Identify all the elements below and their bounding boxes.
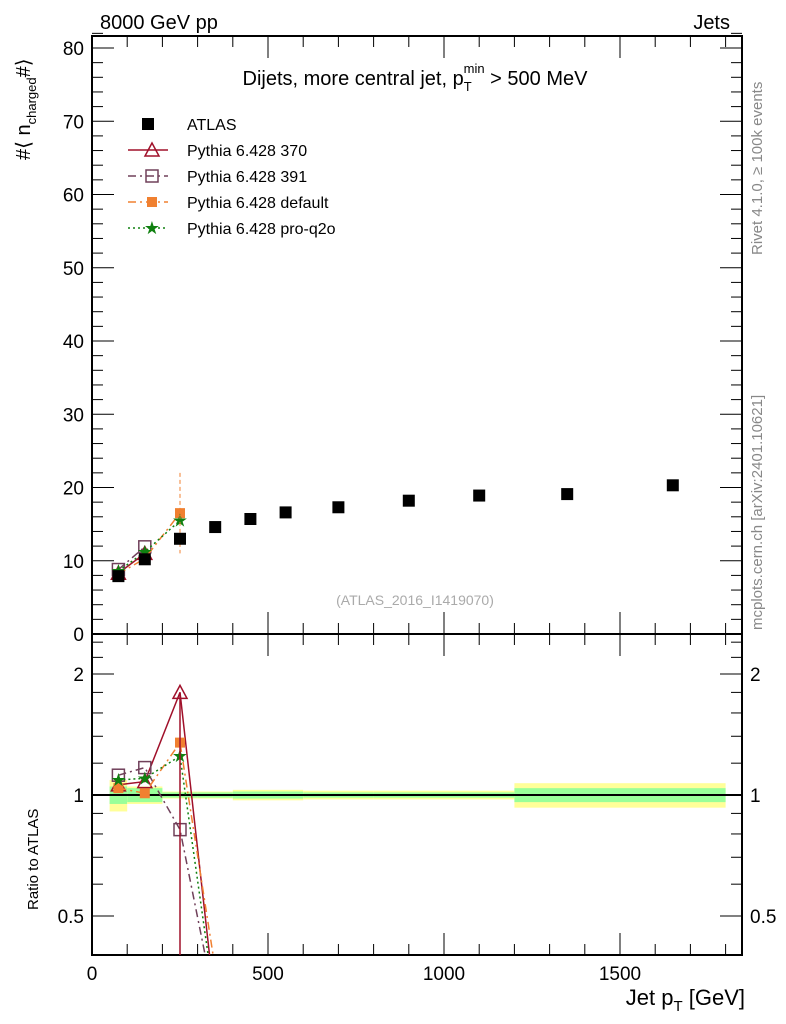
atlas-point bbox=[402, 494, 415, 507]
legend-marker bbox=[142, 118, 154, 130]
ratio-ylabel: Ratio to ATLAS bbox=[25, 809, 42, 910]
ytick-label: 40 bbox=[63, 332, 84, 353]
watermark: (ATLAS_2016_I1419070) bbox=[336, 592, 494, 608]
legend-label: Pythia 6.428 pro-q2o bbox=[187, 221, 336, 238]
main-ylabel: #⟨ ncharged#⟩ bbox=[13, 58, 39, 160]
header-right: Jets bbox=[693, 12, 730, 34]
atlas-point bbox=[332, 501, 345, 514]
legend-label: Pythia 6.428 default bbox=[187, 195, 329, 212]
ytick-label: 30 bbox=[63, 405, 84, 426]
atlas-point bbox=[666, 479, 679, 492]
legend-label: ATLAS bbox=[187, 117, 237, 134]
rivet-label: Rivet 4.1.0, ≥ 100k events bbox=[749, 82, 766, 255]
legend-marker: ★ bbox=[144, 218, 160, 238]
legend-label: Pythia 6.428 370 bbox=[187, 143, 307, 160]
ytick-label: 60 bbox=[63, 186, 84, 207]
atlas-point bbox=[473, 489, 486, 502]
ytick-label: 80 bbox=[63, 39, 84, 60]
ratio-ytick-label: 0.5 bbox=[750, 907, 776, 928]
xtick-label: 1500 bbox=[599, 964, 641, 985]
ytick-label: 50 bbox=[63, 259, 84, 280]
atlas-point bbox=[138, 553, 151, 566]
ratio-ytick-label: 0.5 bbox=[58, 907, 84, 928]
atlas-point bbox=[174, 532, 186, 545]
ytick-label: 10 bbox=[63, 552, 84, 573]
atlas-point bbox=[112, 570, 125, 583]
atlas-point bbox=[279, 506, 292, 519]
ytick-label: 70 bbox=[63, 112, 84, 133]
atlas-point bbox=[561, 488, 574, 501]
ytick-label: 20 bbox=[63, 479, 84, 500]
xtick-label: 1000 bbox=[423, 964, 465, 985]
ratio-point bbox=[139, 788, 150, 799]
legend-marker bbox=[147, 197, 157, 207]
legend-marker bbox=[143, 141, 161, 157]
ratio-point: ★ bbox=[137, 768, 153, 788]
ratio-point: ★ bbox=[110, 770, 126, 790]
ratio-line-0 bbox=[118, 692, 211, 955]
ratio-ytick-label: 2 bbox=[750, 665, 761, 686]
ratio-point bbox=[138, 760, 152, 775]
ratio-line-1 bbox=[118, 766, 206, 955]
main-title: Dijets, more central jet, pTmin > 500 Me… bbox=[243, 61, 589, 94]
legend-marker bbox=[145, 169, 159, 183]
xtick-label: 0 bbox=[87, 964, 98, 985]
ytick-label: 0 bbox=[73, 625, 84, 646]
xtick-label: 500 bbox=[252, 964, 284, 985]
mcplots-label: mcplots.cern.ch [arXiv:2401.10621] bbox=[749, 395, 766, 630]
atlas-point bbox=[244, 512, 257, 525]
ratio-point bbox=[136, 772, 154, 789]
atlas-point bbox=[209, 521, 222, 534]
mc-line-1 bbox=[117, 546, 146, 571]
mc-line-3 bbox=[117, 519, 181, 572]
ratio-point bbox=[111, 768, 126, 782]
header-left: 8000 GeV pp bbox=[100, 12, 218, 34]
ratio-ytick-label: 1 bbox=[750, 786, 761, 807]
ratio-point bbox=[113, 783, 124, 794]
ratio-ytick-label: 1 bbox=[73, 786, 84, 807]
ratio-ytick-label: 2 bbox=[73, 665, 84, 686]
mc-point bbox=[175, 508, 185, 519]
xlabel: Jet pT [GeV] bbox=[626, 985, 745, 1015]
legend-label: Pythia 6.428 391 bbox=[187, 169, 307, 186]
mc-point: ★ bbox=[172, 510, 188, 530]
